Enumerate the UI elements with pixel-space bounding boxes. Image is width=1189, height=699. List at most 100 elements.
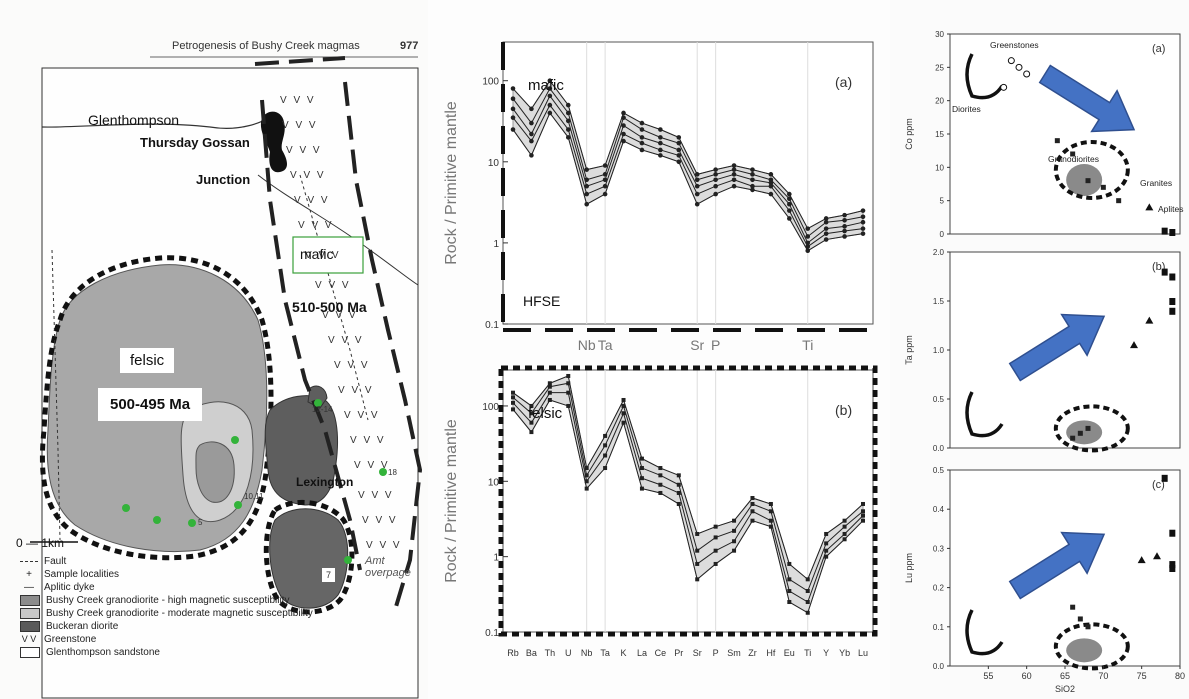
granodiorite-field [1066,638,1103,663]
page-number: 977 [400,40,419,52]
data-point [824,531,829,536]
y-tick-label: 0.1 [933,623,945,632]
data-point [621,411,626,416]
label-felsic: felsic [120,348,175,373]
data-point [861,509,865,514]
mafic-belt-west [260,99,362,571]
data-point [713,172,718,177]
data-point [750,177,755,183]
greenstone-v: V V V [294,195,330,206]
data-point [1023,70,1031,78]
y-tick-label: 20 [935,97,944,106]
hfse-annotation: Ta [598,337,613,353]
data-point [547,390,552,395]
y-tick-label: 0.3 [933,544,945,553]
x-tick-label: Ta [600,648,610,658]
legend-high-mag: Bushy Creek granodiorite - high magnetic… [20,594,313,607]
data-point [676,147,682,153]
granodiorite-outline [1053,140,1130,200]
data-point [529,411,534,416]
data-point [658,147,663,153]
data-point [1070,151,1076,157]
y-axis-label: Rock / Primitive mantle [443,101,460,265]
greenstone-v: V V V [280,95,316,106]
data-point [602,177,608,183]
data-point [1116,198,1122,204]
greenstone-v: V V V [362,515,398,526]
data-point [861,501,865,506]
panel-label: (c) [1152,479,1165,491]
data-point [639,486,644,491]
data-point [787,600,792,605]
x-tick-label: Yb [839,648,850,658]
data-point [823,231,829,236]
data-point [732,518,737,523]
data-point [658,127,663,132]
group-label: Diorites [952,104,981,114]
data-point [1077,616,1083,622]
data-point [602,163,608,168]
data-point [639,466,644,471]
data-point [1007,57,1015,65]
plot-frame [949,251,1181,449]
y-tick-label: 2.0 [933,248,945,257]
data-point [566,403,571,408]
data-point [768,518,773,523]
data-point [1000,83,1008,91]
data-point [658,140,663,146]
data-point [547,86,553,91]
label-mafic: mafic [300,246,334,262]
data-point [713,561,718,566]
data-point [713,167,718,172]
data-point [621,397,626,402]
legend-sample: + Sample localities [26,569,120,580]
y-tick-label: 0.0 [933,662,945,671]
data-point [842,228,847,234]
data-point [510,106,516,112]
town-glenthompson: Glenthompson [88,112,180,128]
hfse-annotation: Sr [690,337,704,353]
label-felsic-age: 500-495 Ma [98,388,203,421]
series-line [512,87,864,238]
data-point [547,381,552,386]
data-point [842,224,847,229]
trend-arrow [1008,313,1106,382]
data-point [511,390,515,395]
data-point [695,548,700,553]
data-point [787,589,792,594]
y-tick-label: 1 [493,553,499,564]
data-point [823,226,829,231]
data-point [824,548,829,553]
felsic-outline-south [263,499,355,615]
greenstone-v: V V V [286,145,322,156]
granodiorite-field [1066,164,1103,196]
data-point [1085,425,1091,431]
data-point [511,407,515,412]
data-point [713,183,718,189]
data-point [529,131,534,137]
harker-chart-svg: 30 25 20 15 10 5 0 Co ppm (a) Greenstones Diorites… [904,30,1185,694]
felsic-outline [39,255,274,561]
data-point [510,127,516,132]
y-tick-label: 100 [482,77,499,88]
greenstone-v: V V V [298,220,334,231]
data-point [694,191,700,197]
data-point [861,513,865,518]
x-tick-label: 60 [1022,671,1032,681]
greenstone-outline [965,53,1004,100]
data-point [676,490,681,495]
data-point [584,473,589,478]
data-point [529,430,534,435]
data-point [584,486,589,491]
data-point [676,153,682,158]
data-point [658,473,663,478]
data-point [584,479,589,484]
x-tick-label: Hf [766,648,775,658]
data-point [731,183,737,189]
data-point [713,535,718,540]
map-header: Petrogenesis of Bushy Creek magmas [172,40,360,52]
data-point [639,147,645,153]
data-point [842,531,847,536]
x-tick-label: Rb [507,648,519,658]
data-point [732,528,737,533]
